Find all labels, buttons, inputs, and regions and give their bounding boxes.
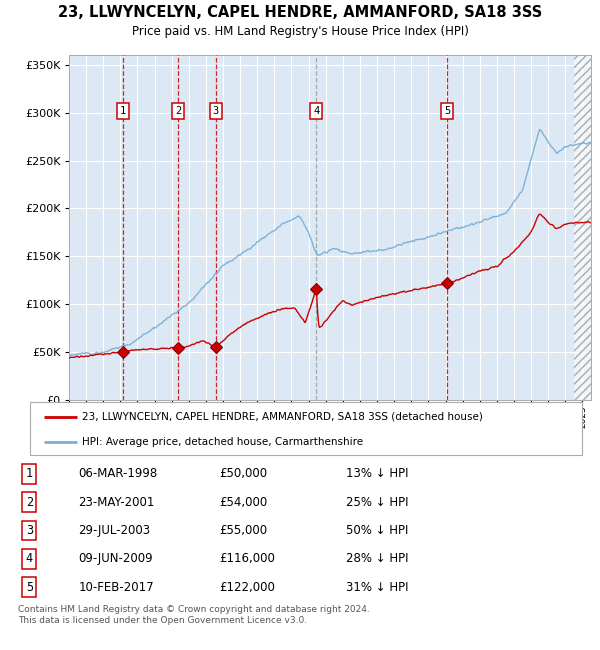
Text: 5: 5: [26, 580, 33, 593]
Text: 23, LLWYNCELYN, CAPEL HENDRE, AMMANFORD, SA18 3SS: 23, LLWYNCELYN, CAPEL HENDRE, AMMANFORD,…: [58, 5, 542, 20]
Text: £122,000: £122,000: [220, 580, 275, 593]
Text: 25% ↓ HPI: 25% ↓ HPI: [346, 495, 409, 508]
Text: 06-MAR-1998: 06-MAR-1998: [78, 467, 157, 480]
Text: 09-JUN-2009: 09-JUN-2009: [78, 552, 153, 566]
Text: Contains HM Land Registry data © Crown copyright and database right 2024.
This d: Contains HM Land Registry data © Crown c…: [18, 604, 370, 625]
Text: 5: 5: [444, 106, 451, 116]
Text: 13% ↓ HPI: 13% ↓ HPI: [346, 467, 409, 480]
Text: 28% ↓ HPI: 28% ↓ HPI: [346, 552, 409, 566]
Text: £54,000: £54,000: [220, 495, 268, 508]
Text: 50% ↓ HPI: 50% ↓ HPI: [346, 524, 409, 537]
Text: 29-JUL-2003: 29-JUL-2003: [78, 524, 151, 537]
FancyBboxPatch shape: [30, 402, 582, 455]
Text: 3: 3: [26, 524, 33, 537]
Text: £50,000: £50,000: [220, 467, 268, 480]
Text: 2: 2: [175, 106, 181, 116]
Text: HPI: Average price, detached house, Carmarthenshire: HPI: Average price, detached house, Carm…: [82, 437, 364, 447]
Text: 31% ↓ HPI: 31% ↓ HPI: [346, 580, 409, 593]
Text: £116,000: £116,000: [220, 552, 275, 566]
Text: £55,000: £55,000: [220, 524, 268, 537]
Text: 23, LLWYNCELYN, CAPEL HENDRE, AMMANFORD, SA18 3SS (detached house): 23, LLWYNCELYN, CAPEL HENDRE, AMMANFORD,…: [82, 411, 484, 422]
Text: 1: 1: [120, 106, 127, 116]
Text: 4: 4: [26, 552, 33, 566]
Text: Price paid vs. HM Land Registry's House Price Index (HPI): Price paid vs. HM Land Registry's House …: [131, 25, 469, 38]
Text: 23-MAY-2001: 23-MAY-2001: [78, 495, 155, 508]
Text: 4: 4: [313, 106, 319, 116]
Text: 3: 3: [212, 106, 219, 116]
Text: 1: 1: [26, 467, 33, 480]
Text: 2: 2: [26, 495, 33, 508]
Text: 10-FEB-2017: 10-FEB-2017: [78, 580, 154, 593]
